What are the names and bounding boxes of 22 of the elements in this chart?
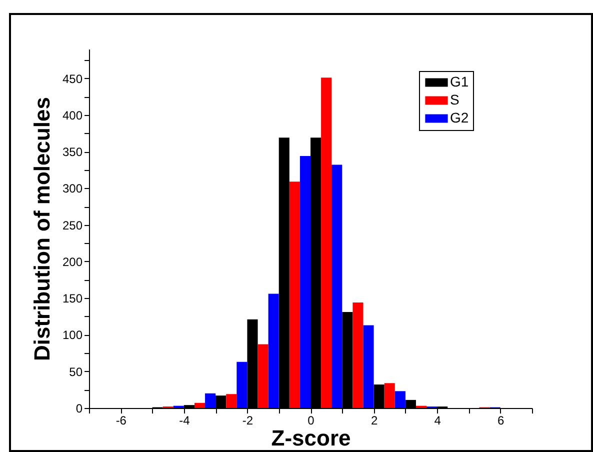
x-tick-label: 0 xyxy=(308,414,315,428)
y-axis-title: Distribution of molecules xyxy=(29,96,54,362)
y-tick-label: 100 xyxy=(62,328,83,342)
y-tick-label: 150 xyxy=(62,292,83,306)
y-tick-label: 450 xyxy=(62,72,83,86)
legend-label: G1 xyxy=(450,74,469,90)
x-tick-label: -6 xyxy=(116,414,127,428)
x-tick-label: -4 xyxy=(179,414,190,428)
y-tick-label: 200 xyxy=(62,254,83,269)
x-tick-label: 4 xyxy=(434,414,442,428)
y-tick-label: 50 xyxy=(69,364,83,379)
x-axis-title: Z-score xyxy=(271,426,351,450)
y-tick-label: 350 xyxy=(62,145,83,160)
y-tick-label: 400 xyxy=(62,108,83,122)
x-tick-label: 6 xyxy=(498,414,505,428)
y-tick-label: 250 xyxy=(62,218,83,232)
legend-label: S xyxy=(450,92,460,108)
y-tick-label: 300 xyxy=(62,182,83,196)
x-tick-label: -2 xyxy=(242,414,254,428)
legend-label: G2 xyxy=(450,110,469,126)
y-tick-label: 0 xyxy=(76,402,83,416)
x-tick-label: 2 xyxy=(370,414,378,428)
